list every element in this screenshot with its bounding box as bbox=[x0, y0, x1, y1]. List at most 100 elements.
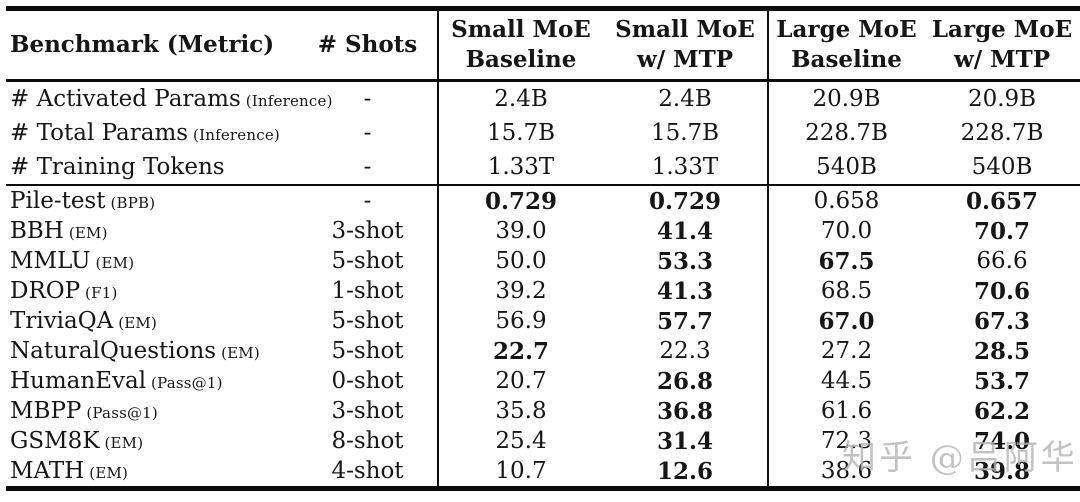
value-cell: 15.7B bbox=[650, 120, 720, 146]
benchmark-name-cell: TriviaQA (EM) bbox=[6, 306, 298, 336]
value-cell: 20.9B bbox=[967, 86, 1037, 112]
shots-cell: 3-shot bbox=[331, 398, 404, 424]
benchmark-name-cell: MMLU (EM) bbox=[6, 246, 298, 276]
value-cell: 39.2 bbox=[437, 276, 603, 306]
shots-cell: 1-shot bbox=[331, 278, 404, 304]
value-cell: 68.5 bbox=[767, 276, 924, 306]
value-cell: 39.0 bbox=[437, 216, 603, 246]
metric-label: (Inference) bbox=[240, 92, 333, 110]
value-cell: 57.7 bbox=[656, 307, 714, 335]
header-line: w/ MTP bbox=[953, 46, 1051, 73]
value-cell: 74.0 bbox=[973, 427, 1031, 455]
value-cell: 228.7B bbox=[767, 116, 924, 150]
table-row: MMLU (EM) 5-shot 50.0 53.3 67.5 66.6 bbox=[6, 246, 1080, 276]
shots-cell: 5-shot bbox=[331, 248, 404, 274]
benchmark-name-cell: NaturalQuestions (EM) bbox=[6, 336, 298, 366]
value-cell: 67.0 bbox=[767, 306, 924, 336]
value-cell: 12.6 bbox=[656, 457, 714, 485]
value-cell: 53.7 bbox=[973, 367, 1031, 395]
value-cell: 0.658 bbox=[767, 184, 924, 216]
value-cell: 28.5 bbox=[973, 337, 1031, 365]
benchmark-name: Pile-test bbox=[10, 188, 106, 214]
value-cell: 20.9B bbox=[767, 80, 924, 116]
value-cell: 70.7 bbox=[973, 217, 1031, 245]
header-line: Baseline bbox=[791, 46, 902, 73]
benchmark-name-cell: HumanEval (Pass@1) bbox=[6, 366, 298, 396]
benchmark-name-cell: GSM8K (EM) bbox=[6, 426, 298, 456]
value-cell: 15.7B bbox=[437, 116, 603, 150]
benchmark-name-cell: MATH (EM) bbox=[6, 456, 298, 489]
shots-cell: - bbox=[298, 184, 438, 216]
value-cell: 25.4 bbox=[437, 426, 603, 456]
value-cell: 66.6 bbox=[976, 248, 1028, 274]
metric-label: (Pass@1) bbox=[81, 404, 158, 422]
table-row: # Total Params (Inference) - 15.7B 15.7B 228… bbox=[6, 116, 1080, 150]
benchmark-name: # Training Tokens bbox=[10, 154, 225, 180]
table-row: MBPP (Pass@1) 3-shot 35.8 36.8 61.6 62.2 bbox=[6, 396, 1080, 426]
value-cell: 62.2 bbox=[973, 397, 1031, 425]
value-cell: 22.7 bbox=[437, 336, 603, 366]
value-cell: 540B bbox=[767, 150, 924, 185]
value-cell: 41.3 bbox=[656, 277, 714, 305]
table-row: NaturalQuestions (EM) 5-shot 22.7 22.3 27.2 2… bbox=[6, 336, 1080, 366]
benchmark-name-cell: BBH (EM) bbox=[6, 216, 298, 246]
value-cell: 41.4 bbox=[656, 217, 714, 245]
header-large-moe-baseline: Large MoE Baseline bbox=[767, 8, 924, 82]
value-cell: 2.4B bbox=[437, 80, 603, 116]
table-row: MATH (EM) 4-shot 10.7 12.6 38.6 39.8 bbox=[6, 456, 1080, 489]
shots-cell: 8-shot bbox=[331, 428, 404, 454]
value-cell: 56.9 bbox=[437, 306, 603, 336]
header-line: Large MoE bbox=[776, 16, 917, 43]
value-cell: 70.6 bbox=[973, 277, 1031, 305]
shots-cell: - bbox=[363, 86, 372, 112]
value-cell: 22.3 bbox=[659, 338, 711, 364]
value-cell: 26.8 bbox=[656, 367, 714, 395]
header-shots: # Shots bbox=[298, 8, 438, 82]
benchmark-name: # Total Params bbox=[10, 120, 189, 146]
metric-label: (Pass@1) bbox=[146, 374, 223, 392]
benchmark-name-cell: MBPP (Pass@1) bbox=[6, 396, 298, 426]
shots-cell: 0-shot bbox=[331, 368, 404, 394]
table-row: BBH (EM) 3-shot 39.0 41.4 70.0 70.7 bbox=[6, 216, 1080, 246]
metric-label: (BPB) bbox=[105, 194, 156, 212]
value-cell: 1.33T bbox=[651, 154, 719, 180]
metric-label: (EM) bbox=[84, 464, 129, 482]
benchmark-name: HumanEval bbox=[10, 368, 147, 394]
value-cell: 228.7B bbox=[960, 120, 1044, 146]
benchmark-name-cell: DROP (F1) bbox=[6, 276, 298, 306]
value-cell: 10.7 bbox=[437, 456, 603, 489]
benchmark-name: NaturalQuestions bbox=[10, 338, 217, 364]
benchmark-name: MBPP bbox=[10, 398, 82, 424]
benchmark-table: Benchmark (Metric) # Shots Small MoE Bas… bbox=[6, 6, 1080, 491]
benchmark-name: BBH bbox=[10, 218, 64, 244]
metric-label: (EM) bbox=[90, 254, 135, 272]
value-cell: 27.2 bbox=[767, 336, 924, 366]
value-cell: 72.3 bbox=[767, 426, 924, 456]
value-cell: 67.5 bbox=[767, 246, 924, 276]
value-cell: 61.6 bbox=[767, 396, 924, 426]
table-row: # Activated Params (Inference) - 2.4B 2.4B 2… bbox=[6, 80, 1080, 116]
value-cell: 67.3 bbox=[973, 307, 1031, 335]
table-row: # Training Tokens - 1.33T 1.33T 540B 540B bbox=[6, 150, 1080, 185]
value-cell: 36.8 bbox=[656, 397, 714, 425]
benchmark-name-cell: # Training Tokens bbox=[6, 150, 298, 185]
header-large-moe-mtp: Large MoE w/ MTP bbox=[924, 8, 1080, 82]
benchmark-name-cell: # Total Params (Inference) bbox=[6, 116, 298, 150]
shots-cell: 5-shot bbox=[331, 308, 404, 334]
value-cell: 44.5 bbox=[767, 366, 924, 396]
param-rows: # Activated Params (Inference) - 2.4B 2.4B 2… bbox=[6, 80, 1080, 185]
metric-label: (EM) bbox=[99, 434, 144, 452]
value-cell: 50.0 bbox=[437, 246, 603, 276]
table-row: HumanEval (Pass@1) 0-shot 20.7 26.8 44.5 53.7 bbox=[6, 366, 1080, 396]
shots-cell: - bbox=[363, 120, 372, 146]
header-line: w/ MTP bbox=[636, 46, 734, 73]
value-cell: 70.0 bbox=[767, 216, 924, 246]
value-cell: 31.4 bbox=[656, 427, 714, 455]
header-line: Small MoE bbox=[451, 16, 591, 43]
benchmark-name: # Activated Params bbox=[10, 86, 241, 112]
benchmark-name: MMLU bbox=[10, 248, 91, 274]
header-line: Small MoE bbox=[615, 16, 755, 43]
benchmark-name-cell: Pile-test (BPB) bbox=[6, 184, 298, 216]
value-cell: 540B bbox=[971, 154, 1033, 180]
